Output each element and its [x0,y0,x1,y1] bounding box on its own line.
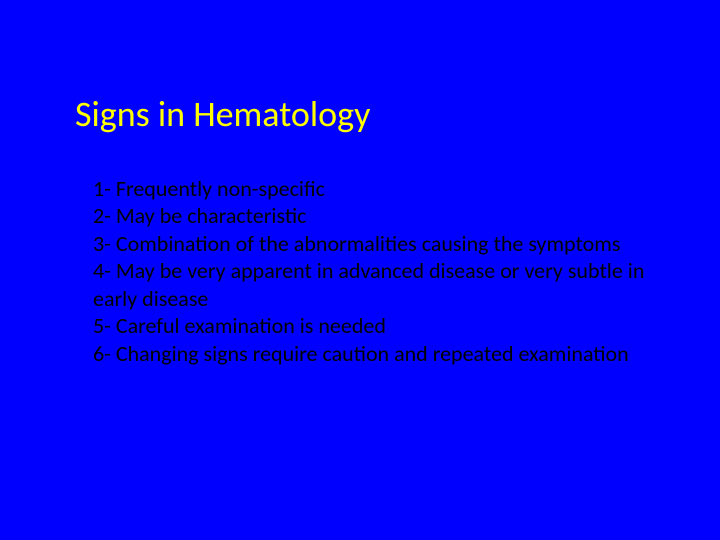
slide: Signs in Hematology 1- Frequently non-sp… [0,0,720,540]
list-item: 6- Changing signs require caution and re… [93,340,660,368]
slide-body: 1- Frequently non-specific 2- May be cha… [75,175,660,368]
list-item: 5- Careful examination is needed [93,312,660,340]
list-item: 4- May be very apparent in advanced dise… [93,257,660,312]
list-item: 1- Frequently non-specific [93,175,660,203]
slide-title: Signs in Hematology [75,95,660,135]
list-item: 2- May be characteristic [93,202,660,230]
list-item: 3- Combination of the abnormalities caus… [93,230,660,258]
